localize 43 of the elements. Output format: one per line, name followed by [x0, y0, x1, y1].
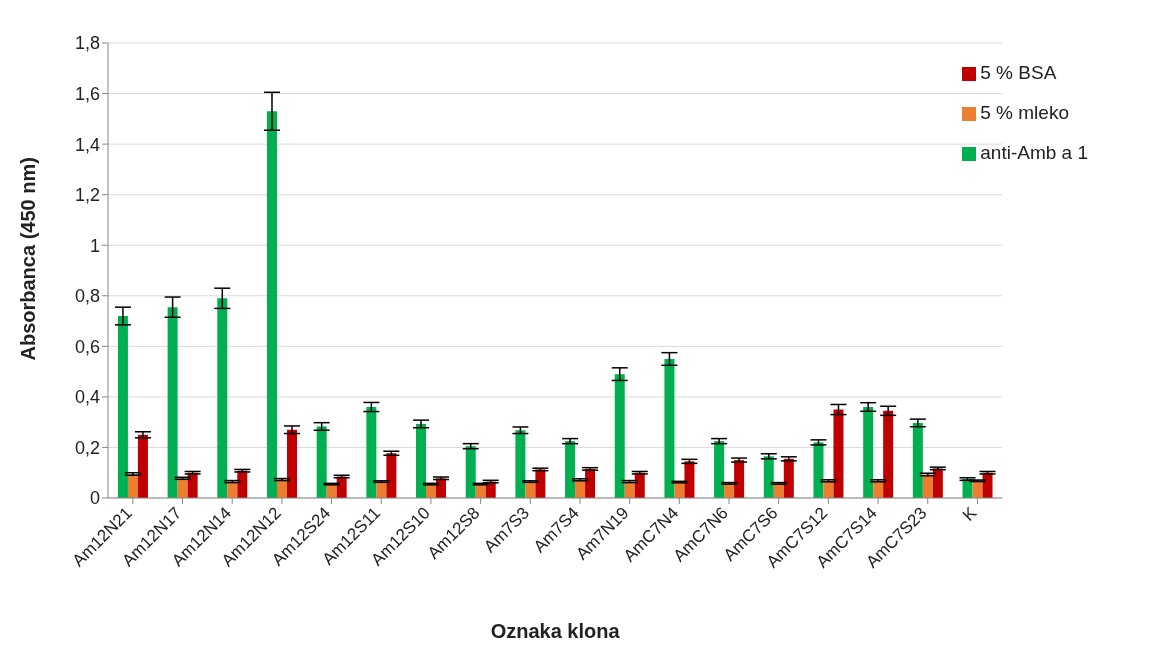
- legend-label: 5 % BSA: [980, 62, 1057, 83]
- bar: [117, 316, 128, 498]
- bar: [763, 456, 774, 498]
- y-tick-label: 0: [89, 488, 100, 509]
- bar: [137, 434, 148, 498]
- bar: [416, 423, 427, 498]
- bar: [714, 441, 725, 498]
- bar: [177, 478, 188, 498]
- y-tick-label: 0,2: [74, 437, 100, 458]
- y-tick-label: 0,8: [74, 286, 100, 307]
- x-axis-title: Oznaka klona: [490, 620, 621, 642]
- y-tick-label: 0,6: [74, 336, 100, 357]
- y-tick-label: 1,4: [74, 134, 100, 155]
- bar: [684, 461, 695, 498]
- y-tick-label: 1,2: [74, 185, 100, 206]
- legend-label: 5 % mleko: [980, 102, 1069, 123]
- bar: [217, 298, 228, 498]
- y-tick-label: 0,4: [74, 387, 100, 408]
- bar: [167, 307, 178, 498]
- y-tick-label: 1,6: [74, 83, 100, 104]
- bar: [266, 111, 277, 498]
- y-tick-label: 1,8: [74, 33, 100, 54]
- bar: [386, 453, 397, 498]
- bar: [127, 473, 138, 498]
- bar: [664, 358, 675, 498]
- bar: [535, 469, 546, 498]
- bar: [883, 410, 894, 498]
- bar: [565, 441, 576, 498]
- bar: [316, 426, 327, 498]
- y-axis-title: Absorbanca (450 nm): [17, 157, 40, 361]
- bar: [863, 407, 874, 498]
- bar: [366, 407, 377, 498]
- bar: [813, 442, 824, 498]
- bar: [515, 430, 526, 498]
- legend-label: anti-Amb a 1: [980, 142, 1088, 163]
- bar: [614, 374, 625, 498]
- bar: [932, 468, 943, 498]
- bar: [286, 429, 297, 498]
- x-tick-label: K: [958, 502, 981, 525]
- bar: [833, 409, 844, 498]
- y-tick-label: 1: [89, 235, 100, 256]
- bar: [465, 446, 476, 498]
- bar: [912, 422, 923, 498]
